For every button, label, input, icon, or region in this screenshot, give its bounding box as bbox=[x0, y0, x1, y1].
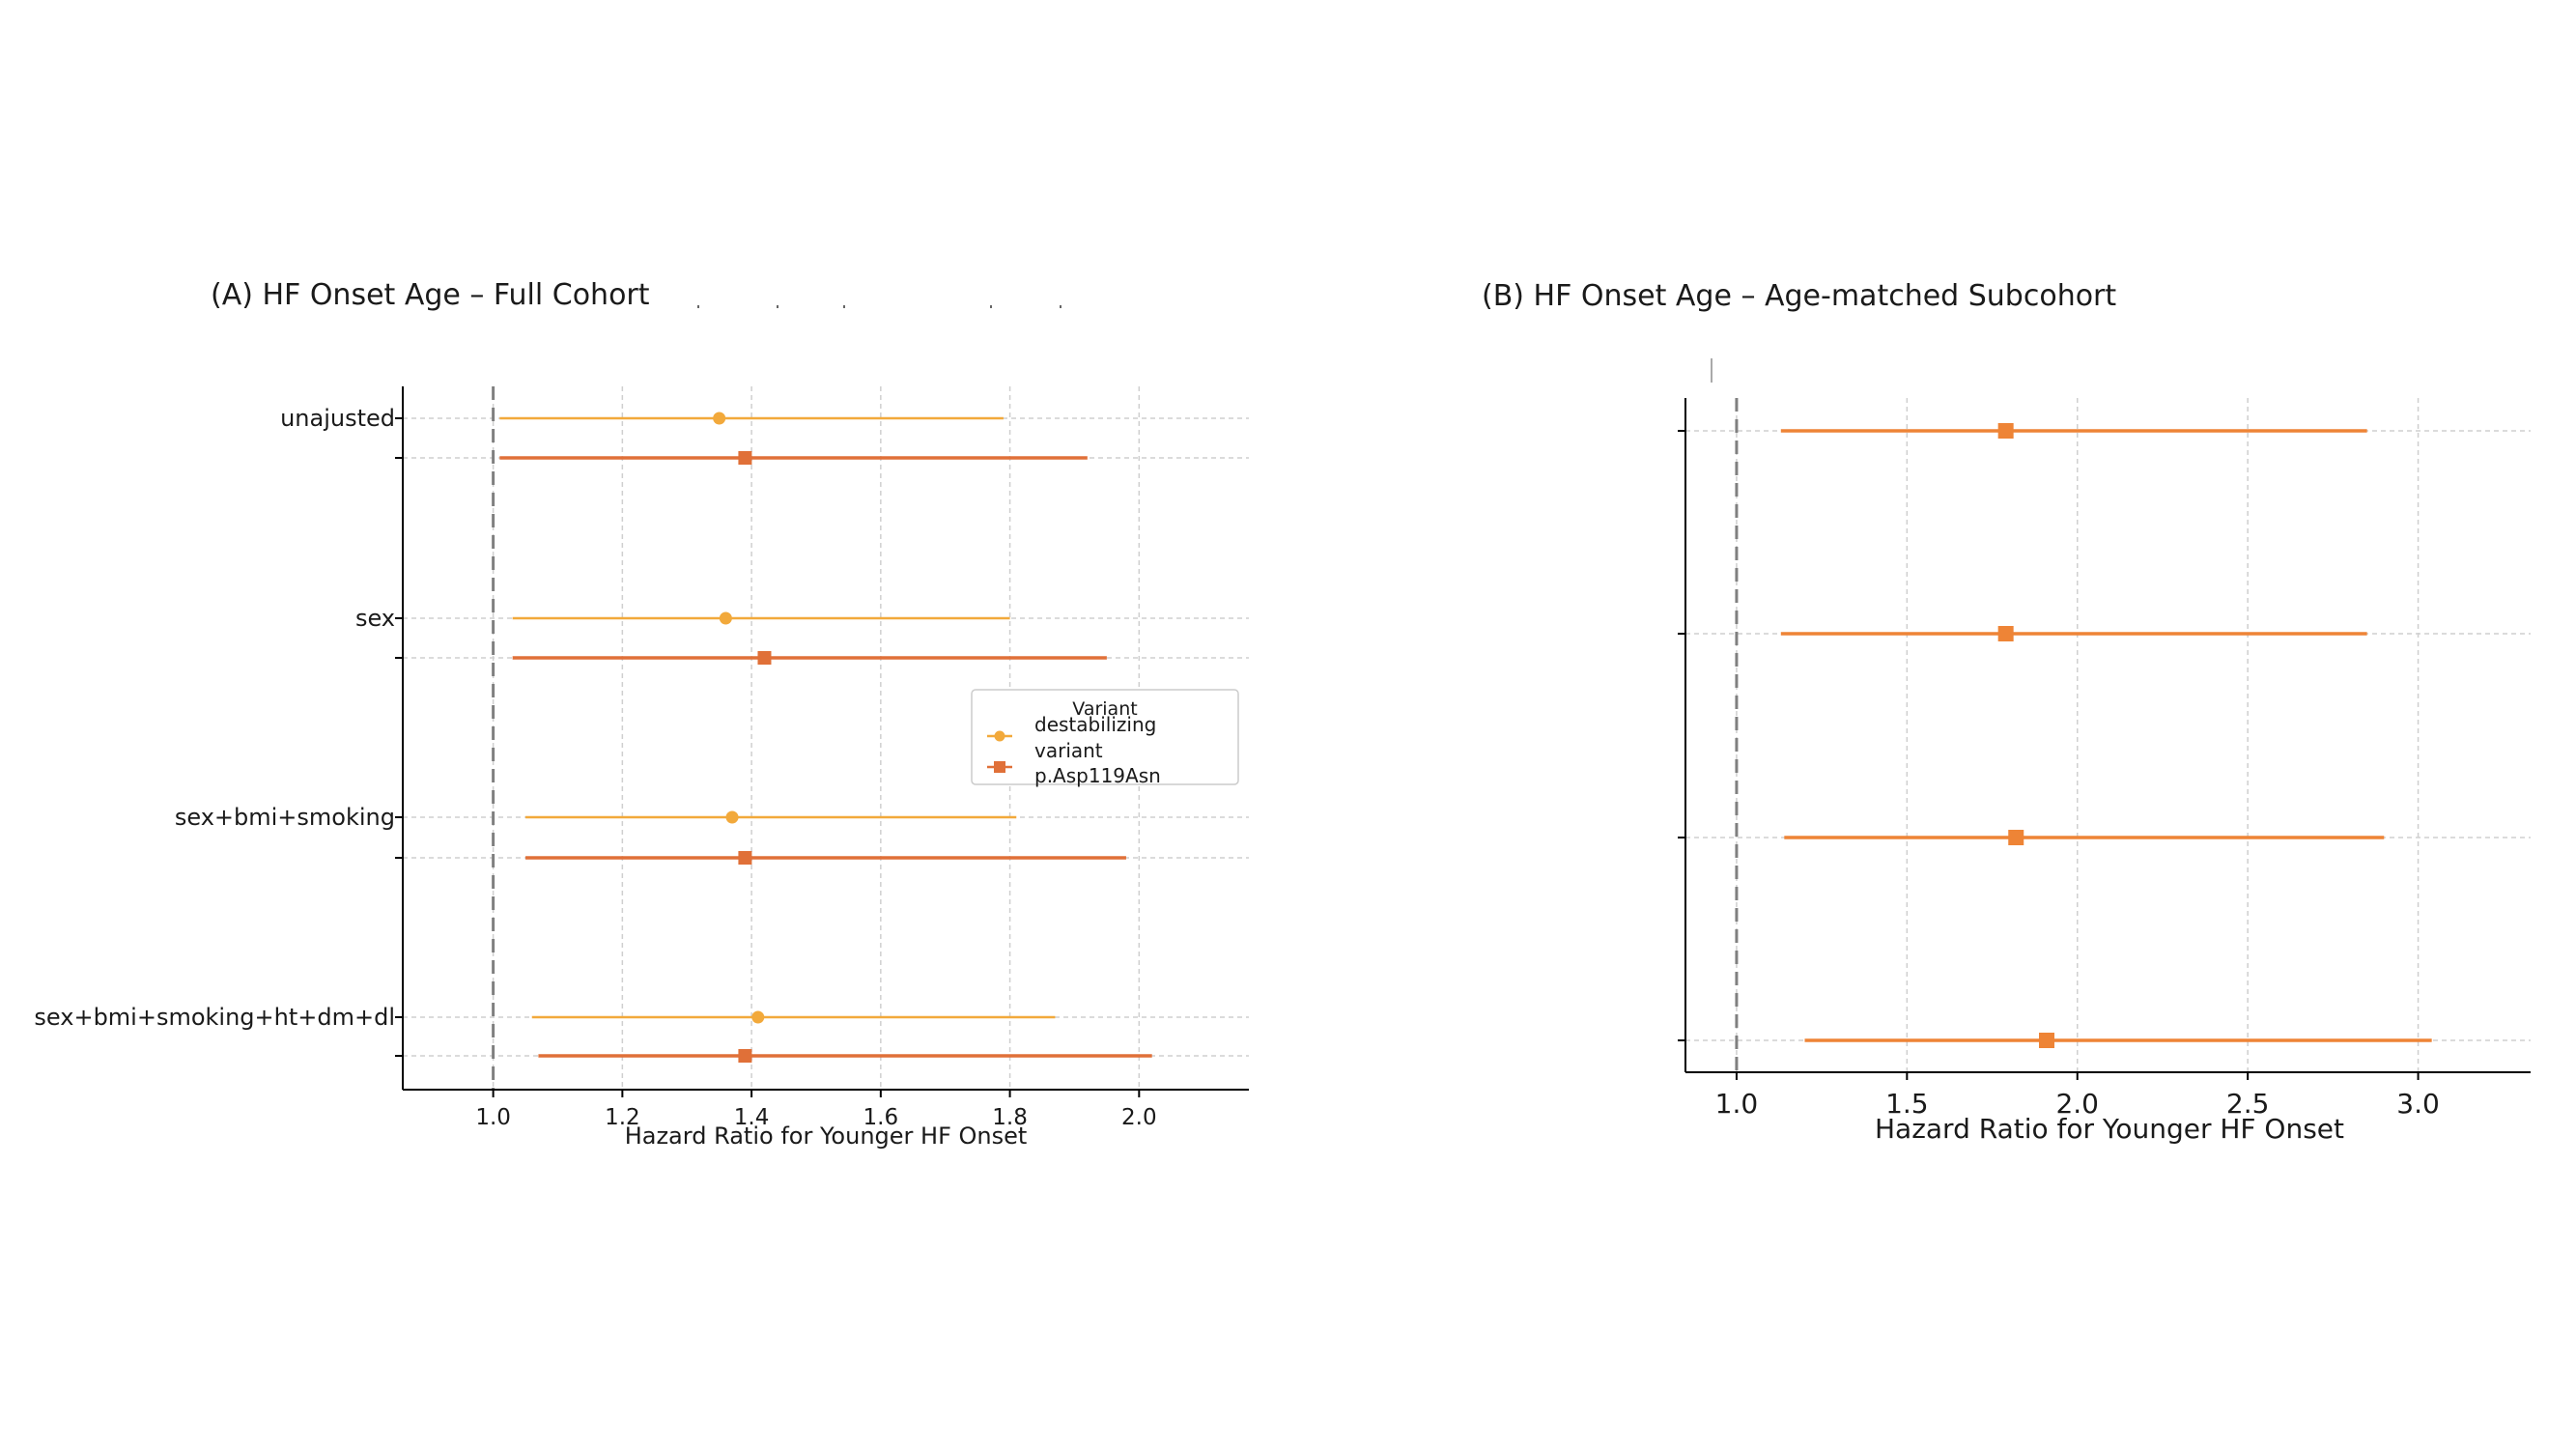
point-series-2 bbox=[2008, 830, 2024, 845]
point-p-asp119asn-2 bbox=[738, 851, 752, 865]
panel-b-marks bbox=[1780, 423, 2432, 1048]
legend-title: Variant bbox=[1072, 698, 1137, 720]
legend-label-p-asp119asn: p.Asp119Asn bbox=[1034, 764, 1161, 787]
point-destabilizing-variant-2 bbox=[725, 810, 739, 824]
point-p-asp119asn-3 bbox=[738, 1049, 752, 1063]
panel-a-y-tick-labels: unajusted sex sex+bmi+smoking sex+bmi+smoki… bbox=[34, 405, 395, 1031]
point-p-asp119asn-1 bbox=[757, 651, 772, 665]
x-tick-label-2: 1.4 bbox=[734, 1105, 770, 1130]
x-tick-label-4: 1.8 bbox=[992, 1105, 1028, 1130]
x-tick-label-3: 2.5 bbox=[2226, 1088, 2270, 1120]
panel-b: (B) HF Onset Age – Age-matched Subcohort… bbox=[1482, 279, 2531, 1145]
panel-b-x-tick-labels: 1.0 1.5 2.0 2.5 3.0 bbox=[1715, 1088, 2440, 1120]
legend-label-variant: variant bbox=[1034, 739, 1103, 762]
x-tick-label-1: 1.2 bbox=[605, 1105, 640, 1130]
x-tick-label-4: 3.0 bbox=[2396, 1088, 2440, 1120]
point-series-1 bbox=[1997, 626, 2014, 641]
x-tick-label-0: 1.0 bbox=[475, 1105, 511, 1130]
point-destabilizing-variant-3 bbox=[751, 1010, 765, 1024]
panel-b-title: (B) HF Onset Age – Age-matched Subcohort bbox=[1482, 279, 2116, 313]
y-tick-label-0: unajusted bbox=[280, 405, 395, 432]
point-destabilizing-variant-1 bbox=[719, 611, 732, 625]
x-tick-label-0: 1.0 bbox=[1715, 1088, 1759, 1120]
panel-b-axes bbox=[1678, 398, 2531, 1080]
panel-a: (A) HF Onset Age – Full Cohort unajusted… bbox=[34, 278, 1249, 1150]
panel-a-x-tick-labels: 1.0 1.2 1.4 1.6 1.8 2.0 bbox=[475, 1105, 1156, 1130]
legend-frame bbox=[971, 689, 1239, 785]
panel-a-title: (A) HF Onset Age – Full Cohort bbox=[211, 278, 650, 312]
y-tick-label-1: sex bbox=[355, 605, 395, 632]
legend-entry-p-asp119asn: p.Asp119Asn bbox=[987, 761, 1161, 787]
x-tick-label-1: 1.5 bbox=[1885, 1088, 1929, 1120]
x-tick-label-3: 1.6 bbox=[863, 1105, 899, 1130]
legend: Variant destabilizing variant p.Asp119As… bbox=[971, 689, 1239, 787]
point-series-0 bbox=[1997, 423, 2014, 439]
y-tick-label-2: sex+bmi+smoking bbox=[175, 804, 395, 831]
title-specks bbox=[697, 305, 1062, 308]
panel-a-marks bbox=[499, 412, 1152, 1063]
x-tick-label-2: 2.0 bbox=[2055, 1088, 2099, 1120]
panel-b-x-axis-label: Hazard Ratio for Younger HF Onset bbox=[1875, 1113, 2344, 1145]
y-tick-label-3: sex+bmi+smoking+ht+dm+dl bbox=[34, 1004, 395, 1031]
legend-label-destabilizing: destabilizing bbox=[1034, 713, 1156, 736]
point-series-3 bbox=[2038, 1033, 2054, 1048]
legend-entry-destabilizing-variant: destabilizing variant bbox=[987, 713, 1156, 762]
point-p-asp119asn-0 bbox=[738, 451, 752, 465]
panel-a-axes bbox=[395, 386, 1249, 1097]
panel-b-grid bbox=[1685, 398, 2531, 1072]
panel-a-x-axis-label: Hazard Ratio for Younger HF Onset bbox=[625, 1122, 1028, 1150]
x-tick-label-5: 2.0 bbox=[1121, 1105, 1157, 1130]
point-destabilizing-variant-0 bbox=[713, 412, 726, 425]
